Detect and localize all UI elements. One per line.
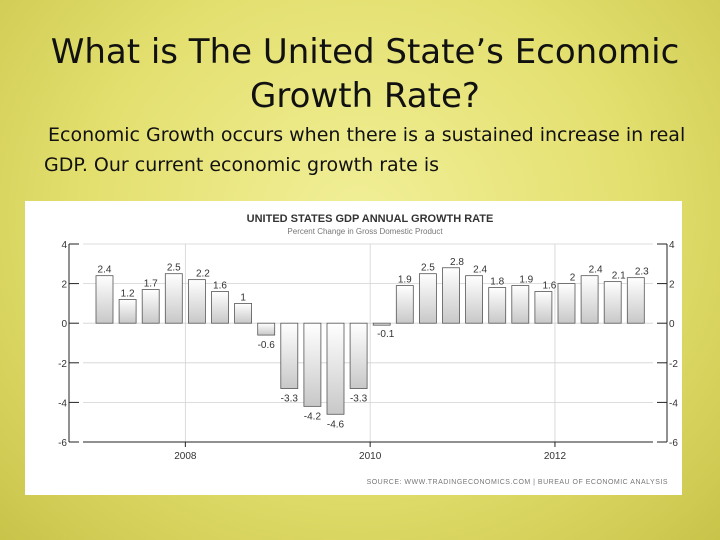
value-label: 2.8 (450, 257, 464, 268)
bar (95, 275, 114, 324)
bar (257, 322, 276, 336)
value-label: 2 (570, 273, 576, 284)
x-tick-label: 2012 (544, 451, 567, 462)
value-labels-layer: 2.41.21.72.52.21.61-0.6-3.3-4.2-4.6-3.3-… (98, 257, 650, 431)
value-label: 1 (240, 292, 246, 303)
bar (326, 322, 345, 415)
bar (118, 299, 137, 324)
chart-source: SOURCE: WWW.TRADINGECONOMICS.COM | BUREA… (367, 479, 668, 486)
y-tick-label-right: 0 (669, 319, 675, 330)
value-label: 2.5 (167, 263, 181, 274)
bar (395, 285, 414, 324)
axes-layer: 4 4 2 2 0 0 -2 -2 -4 -4 -6 -6 2008 2010 2012 (58, 240, 678, 462)
value-label: 2.4 (589, 265, 603, 276)
y-tick-label-left: 4 (61, 240, 67, 251)
value-label: -0.6 (258, 340, 276, 351)
bar (141, 289, 160, 324)
y-tick-label-right: -6 (669, 438, 678, 449)
bar (534, 291, 553, 324)
value-label: 2.5 (421, 263, 435, 274)
bar (603, 281, 622, 324)
value-label: 1.6 (542, 281, 556, 292)
value-label: 1.7 (144, 279, 158, 290)
value-label: 1.8 (490, 277, 504, 288)
x-tick-label: 2008 (174, 451, 197, 462)
value-label: 1.9 (398, 275, 412, 286)
value-label: -3.3 (281, 394, 299, 405)
y-tick-label-right: 4 (669, 240, 675, 251)
bar (280, 322, 299, 389)
y-tick-label-left: -4 (58, 398, 67, 409)
bullet-paragraph: Economic Growth occurs when there is a s… (44, 120, 704, 180)
value-label: -3.3 (350, 394, 368, 405)
bars-layer (95, 267, 645, 415)
y-tick-label-left: -6 (58, 438, 67, 449)
chart-subtitle: Percent Change in Gross Domestic Product (287, 227, 443, 236)
value-label: 2.4 (98, 265, 112, 276)
bar (211, 291, 229, 324)
bar (234, 303, 253, 324)
bar (372, 322, 391, 326)
value-label: 2.3 (635, 267, 649, 278)
bar (187, 279, 206, 324)
value-label: 2.1 (612, 271, 626, 282)
y-tick-label-right: 2 (669, 280, 675, 291)
bar (626, 277, 645, 324)
bullet-text: Economic Growth occurs when there is a s… (44, 124, 686, 176)
bar (442, 267, 460, 324)
value-label: 2.4 (473, 265, 487, 276)
y-tick-label-right: -4 (669, 398, 678, 409)
value-label: 2.2 (196, 269, 210, 280)
value-label: -4.2 (304, 411, 322, 422)
bar (488, 287, 507, 324)
bar (418, 273, 437, 324)
bar (511, 285, 530, 324)
value-label: -4.6 (327, 419, 345, 430)
y-tick-label-left: 0 (61, 319, 67, 330)
gdp-growth-chart: UNITED STATES GDP ANNUAL GROWTH RATE Per… (58, 213, 678, 486)
bar (303, 322, 322, 407)
y-tick-label-left: -2 (58, 359, 67, 370)
value-label: -0.1 (377, 329, 395, 340)
chart-title: UNITED STATES GDP ANNUAL GROWTH RATE (247, 213, 494, 225)
value-label: 1.2 (121, 288, 135, 299)
x-tick-label: 2010 (359, 451, 382, 462)
slide-title: What is The United State’s Economic Grow… (50, 32, 680, 116)
bar (557, 283, 576, 324)
value-label: 1.9 (519, 275, 533, 286)
y-tick-label-left: 2 (61, 280, 67, 291)
value-label: 1.6 (213, 281, 227, 292)
chart-panel: UNITED STATES GDP ANNUAL GROWTH RATE Per… (25, 201, 682, 495)
bar (164, 273, 183, 324)
bar (465, 275, 484, 324)
bar (580, 275, 599, 324)
bar (349, 322, 368, 389)
y-tick-label-right: -2 (669, 359, 678, 370)
